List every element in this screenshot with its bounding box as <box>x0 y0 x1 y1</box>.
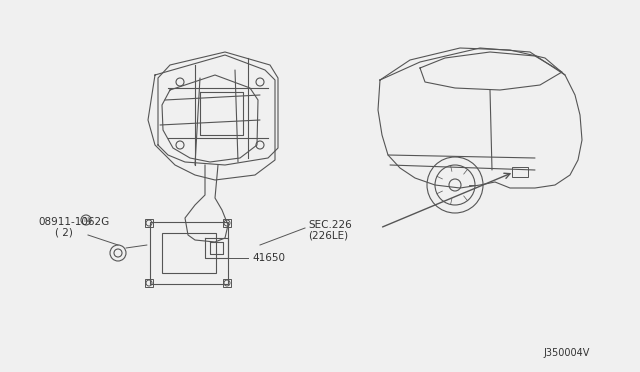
Text: J350004V: J350004V <box>543 348 590 358</box>
Bar <box>150 222 228 284</box>
Bar <box>512 167 528 177</box>
Text: SEC.226: SEC.226 <box>308 220 352 230</box>
Bar <box>223 219 231 227</box>
Bar <box>145 219 153 227</box>
Text: ( 2): ( 2) <box>55 227 73 237</box>
Text: N: N <box>83 217 88 223</box>
Bar <box>223 279 231 287</box>
Text: (226LE): (226LE) <box>308 230 348 240</box>
Bar <box>145 279 153 287</box>
Bar <box>162 233 216 273</box>
Text: 41650: 41650 <box>252 253 285 263</box>
Text: 08911-1062G: 08911-1062G <box>38 217 109 227</box>
